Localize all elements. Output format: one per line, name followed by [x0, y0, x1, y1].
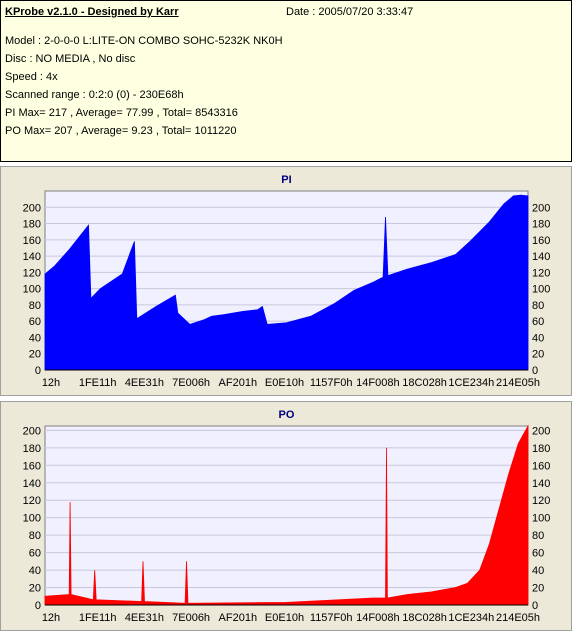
- po-series-area: [44, 424, 529, 606]
- po-y-tick-left: 200: [23, 425, 41, 437]
- po-y-tick-right: 120: [532, 495, 550, 507]
- pi-x-tick: 214E05h: [496, 377, 540, 389]
- po-x-tick: 1157F0h: [310, 612, 353, 624]
- po-y-tick-left: 120: [23, 495, 41, 507]
- pi-y-tick-left: 140: [23, 251, 41, 263]
- pi-x-tick: 1CE234h: [448, 377, 494, 389]
- po-y-tick-right: 140: [532, 478, 550, 490]
- pi-y-tick-left: 0: [35, 365, 41, 377]
- po-y-tick-right: 100: [532, 513, 550, 525]
- speed-line: Speed : 4x: [5, 71, 58, 83]
- po-x-tick: 18C028h: [402, 612, 447, 624]
- disc-line: Disc : NO MEDIA , No disc: [5, 53, 136, 65]
- po-y-tick-left: 40: [29, 565, 41, 577]
- pi-y-tick-right: 140: [532, 251, 550, 263]
- po-y-tick-left: 0: [35, 600, 41, 612]
- pi-y-tick-right: 0: [532, 365, 538, 377]
- pi-y-tick-right: 180: [532, 219, 550, 231]
- pi-y-tick-right: 60: [532, 316, 544, 328]
- pi-y-tick-left: 100: [23, 284, 41, 296]
- pi-y-tick-left: 60: [29, 316, 41, 328]
- pi-y-tick-right: 40: [532, 332, 544, 344]
- pi-y-tick-left: 40: [29, 332, 41, 344]
- po-chart: PO 0 0 20 20 40 40 60 60 80 80 100 100 120 120 140 140 16…: [23, 409, 551, 624]
- pi-x-tick: 12h: [42, 377, 60, 389]
- po-summary: PO Max= 207 , Average= 9.23 , Total= 101…: [5, 125, 237, 137]
- po-y-tick-right: 160: [532, 460, 550, 472]
- po-y-tick-right: 60: [532, 548, 544, 560]
- pi-x-tick: AF201h: [219, 377, 258, 389]
- pi-x-tick: 1FE11h: [79, 377, 117, 389]
- po-y-tick-right: 200: [532, 425, 550, 437]
- po-y-tick-left: 60: [29, 548, 41, 560]
- po-x-tick: 1CE234h: [448, 612, 494, 624]
- pi-y-tick-left: 120: [23, 267, 41, 279]
- po-y-tick-right: 20: [532, 583, 544, 595]
- po-chart-panel: PO 0 0 20 20 40 40 60 60 80 80 100 100 120 120 140 140 16…: [0, 401, 572, 631]
- pi-summary: PI Max= 217 , Average= 77.99 , Total= 85…: [5, 107, 238, 119]
- pi-x-tick: 1157F0h: [310, 377, 353, 389]
- po-y-tick-right: 80: [532, 530, 544, 542]
- pi-y-tick-left: 200: [23, 202, 41, 214]
- po-y-tick-left: 100: [23, 513, 41, 525]
- pi-x-tick: E0E10h: [265, 377, 304, 389]
- pi-x-tick: 18C028h: [402, 377, 447, 389]
- pi-y-tick-right: 80: [532, 300, 544, 312]
- po-x-tick: 7E006h: [172, 612, 210, 624]
- pi-y-tick-right: 20: [532, 349, 544, 361]
- po-y-tick-left: 20: [29, 583, 41, 595]
- info-panel: KProbe v2.1.0 - Designed by Karr Date : …: [0, 0, 572, 162]
- pi-y-tick-left: 180: [23, 219, 41, 231]
- po-y-tick-left: 160: [23, 460, 41, 472]
- pi-x-tick: 4EE31h: [125, 377, 164, 389]
- po-plot-area: [44, 425, 529, 606]
- pi-y-tick-right: 120: [532, 267, 550, 279]
- po-y-tick-left: 80: [29, 530, 41, 542]
- pi-chart-title: PI: [281, 174, 291, 186]
- pi-chart-panel: PI 0 0 20 20 40 40 60 60 80 80 100 100 120 120 140 140 16…: [0, 166, 572, 396]
- po-x-tick: AF201h: [219, 612, 258, 624]
- po-x-tick: 4EE31h: [125, 612, 164, 624]
- pi-y-tick-left: 20: [29, 349, 41, 361]
- po-y-tick-right: 0: [532, 600, 538, 612]
- po-x-tick: 214E05h: [496, 612, 540, 624]
- po-x-tick: 14F008h: [356, 612, 399, 624]
- po-y-tick-right: 40: [532, 565, 544, 577]
- pi-y-tick-left: 160: [23, 235, 41, 247]
- pi-chart: PI 0 0 20 20 40 40 60 60 80 80 100 100 120 120 140 140 16…: [23, 174, 551, 389]
- model-line: Model : 2-0-0-0 L:LITE-ON COMBO SOHC-523…: [5, 35, 283, 47]
- pi-y-tick-right: 160: [532, 235, 550, 247]
- po-y-tick-left: 180: [23, 443, 41, 455]
- po-x-tick: E0E10h: [265, 612, 304, 624]
- pi-x-tick: 7E006h: [172, 377, 210, 389]
- pi-x-tick: 14F008h: [356, 377, 399, 389]
- pi-y-tick-right: 100: [532, 284, 550, 296]
- po-chart-title: PO: [279, 409, 295, 421]
- pi-y-tick-left: 80: [29, 300, 41, 312]
- app-title: KProbe v2.1.0 - Designed by Karr: [5, 6, 179, 18]
- po-y-tick-left: 140: [23, 478, 41, 490]
- po-y-tick-right: 180: [532, 443, 550, 455]
- po-x-tick: 12h: [42, 612, 60, 624]
- pi-y-tick-right: 200: [532, 202, 550, 214]
- range-line: Scanned range : 0:2:0 (0) - 230E68h: [5, 89, 184, 101]
- scan-date: Date : 2005/07/20 3:33:47: [286, 6, 414, 18]
- po-x-tick: 1FE11h: [79, 612, 117, 624]
- pi-series-area: [44, 194, 529, 371]
